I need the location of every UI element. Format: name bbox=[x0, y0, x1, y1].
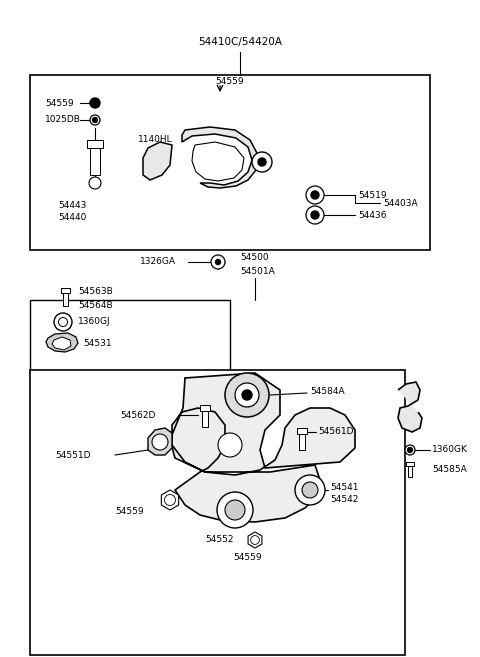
Text: 54559: 54559 bbox=[115, 507, 144, 516]
Text: 54559: 54559 bbox=[234, 553, 262, 562]
Text: 54562D: 54562D bbox=[120, 411, 156, 420]
Text: 1326GA: 1326GA bbox=[140, 258, 176, 267]
Circle shape bbox=[306, 186, 324, 204]
Bar bbox=[202, 405, 208, 427]
Text: 54552: 54552 bbox=[205, 535, 233, 545]
Text: 54564B: 54564B bbox=[78, 300, 113, 309]
Bar bbox=[60, 288, 70, 293]
Circle shape bbox=[216, 260, 220, 265]
Text: 54551D: 54551D bbox=[55, 451, 91, 459]
Polygon shape bbox=[148, 428, 172, 455]
Circle shape bbox=[90, 98, 100, 108]
Circle shape bbox=[54, 313, 72, 331]
Circle shape bbox=[252, 152, 272, 172]
Text: 54410C/54420A: 54410C/54420A bbox=[198, 37, 282, 47]
Circle shape bbox=[225, 373, 269, 417]
Circle shape bbox=[408, 447, 412, 453]
Circle shape bbox=[242, 390, 252, 400]
Text: 54563B: 54563B bbox=[78, 288, 113, 296]
Text: 1140HL: 1140HL bbox=[138, 135, 173, 145]
Bar bbox=[407, 462, 414, 466]
Text: 54440: 54440 bbox=[58, 214, 86, 223]
Circle shape bbox=[306, 206, 324, 224]
Circle shape bbox=[218, 433, 242, 457]
Circle shape bbox=[302, 482, 318, 498]
Text: 54519: 54519 bbox=[358, 191, 386, 200]
Polygon shape bbox=[398, 382, 422, 432]
Bar bbox=[299, 428, 305, 450]
Circle shape bbox=[93, 118, 97, 122]
Polygon shape bbox=[248, 532, 262, 548]
Text: 54585A: 54585A bbox=[432, 466, 467, 474]
Text: 54559: 54559 bbox=[45, 99, 73, 108]
Text: 1360GK: 1360GK bbox=[432, 445, 468, 455]
Text: 54541: 54541 bbox=[330, 484, 359, 493]
Bar bbox=[62, 288, 68, 306]
Polygon shape bbox=[182, 127, 258, 188]
Circle shape bbox=[152, 434, 168, 450]
Bar bbox=[408, 462, 412, 477]
Circle shape bbox=[405, 445, 415, 455]
Bar bbox=[87, 140, 103, 148]
Text: 54436: 54436 bbox=[358, 210, 386, 219]
Polygon shape bbox=[143, 142, 172, 180]
Text: 54531: 54531 bbox=[83, 340, 112, 348]
Polygon shape bbox=[52, 337, 71, 350]
Circle shape bbox=[156, 438, 164, 445]
Bar bbox=[30, 300, 230, 465]
Circle shape bbox=[235, 383, 259, 407]
Text: 54584A: 54584A bbox=[310, 388, 345, 397]
Bar bbox=[30, 75, 430, 250]
Circle shape bbox=[89, 177, 101, 189]
Text: 54403A: 54403A bbox=[383, 198, 418, 208]
Bar bbox=[200, 405, 210, 411]
Polygon shape bbox=[161, 490, 179, 510]
Circle shape bbox=[90, 115, 100, 125]
Polygon shape bbox=[192, 142, 244, 181]
Circle shape bbox=[295, 475, 325, 505]
Circle shape bbox=[258, 158, 266, 166]
Text: 54501A: 54501A bbox=[240, 267, 275, 275]
Bar bbox=[90, 140, 100, 175]
Text: 54542: 54542 bbox=[330, 495, 359, 505]
Text: 54561D: 54561D bbox=[318, 428, 353, 436]
Circle shape bbox=[311, 211, 319, 219]
Polygon shape bbox=[46, 333, 78, 352]
Text: 1360GJ: 1360GJ bbox=[78, 317, 110, 327]
Circle shape bbox=[59, 317, 68, 327]
Circle shape bbox=[165, 495, 176, 505]
Circle shape bbox=[311, 191, 319, 199]
Text: 54443: 54443 bbox=[58, 200, 86, 210]
Text: 54559: 54559 bbox=[216, 78, 244, 87]
Circle shape bbox=[211, 255, 225, 269]
Polygon shape bbox=[170, 373, 355, 522]
Circle shape bbox=[217, 492, 253, 528]
Circle shape bbox=[225, 500, 245, 520]
Bar bbox=[30, 370, 405, 655]
Text: 1025DB: 1025DB bbox=[45, 116, 81, 124]
Text: 54500: 54500 bbox=[240, 254, 269, 263]
Circle shape bbox=[251, 535, 259, 545]
Bar bbox=[297, 428, 307, 434]
